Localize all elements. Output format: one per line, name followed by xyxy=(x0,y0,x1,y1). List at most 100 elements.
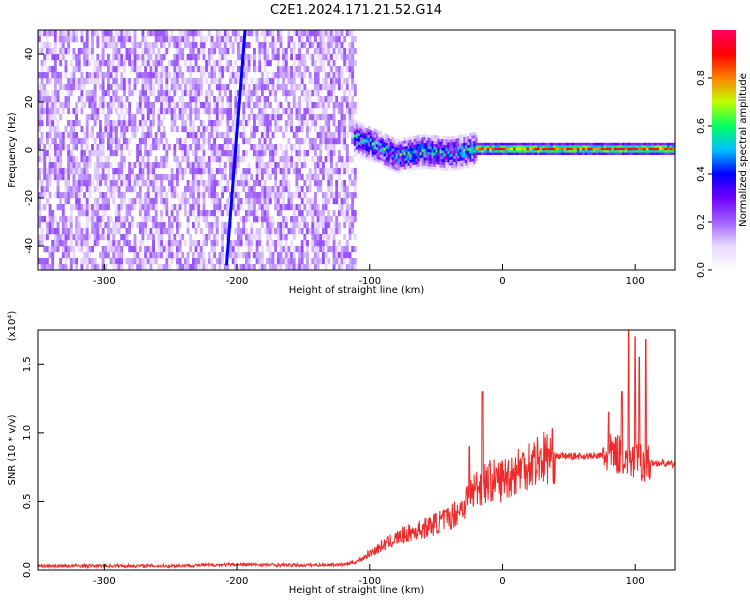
heatmap-cell xyxy=(263,36,267,43)
heatmap-cell xyxy=(327,96,331,103)
heatmap-cell xyxy=(539,150,543,153)
heatmap-cell xyxy=(101,60,105,67)
heatmap-cell xyxy=(311,114,315,121)
heatmap-cell xyxy=(120,156,124,163)
heatmap-cell xyxy=(461,166,464,170)
heatmap-cell xyxy=(433,163,436,167)
heatmap-cell xyxy=(51,240,55,247)
heatmap-cell xyxy=(332,210,336,217)
heatmap-cell xyxy=(427,137,430,141)
heatmap-cell xyxy=(101,174,105,181)
heatmap-cell xyxy=(419,143,422,147)
heatmap-cell xyxy=(263,54,267,61)
heatmap-cell xyxy=(250,132,254,139)
heatmap-cell xyxy=(282,216,286,223)
heatmap-cell xyxy=(632,142,636,146)
heatmap-cell xyxy=(455,149,458,153)
heatmap-cell xyxy=(340,138,344,145)
heatmap-cell xyxy=(385,157,388,161)
heatmap-cell xyxy=(152,168,155,175)
heatmap-cell xyxy=(397,164,400,168)
heatmap-cell xyxy=(64,246,68,253)
heatmap-cell xyxy=(321,192,325,199)
heatmap-cell xyxy=(429,160,432,164)
heatmap-cell xyxy=(385,139,388,143)
heatmap-cell xyxy=(154,96,158,103)
heatmap-cell xyxy=(117,84,121,91)
heatmap-cell xyxy=(231,126,235,133)
heatmap-cell xyxy=(245,264,248,271)
heatmap-cell xyxy=(345,102,349,109)
heatmap-cell xyxy=(645,150,649,153)
heatmap-cell xyxy=(298,246,301,253)
heatmap-cell xyxy=(112,48,116,55)
heatmap-cell xyxy=(205,90,209,97)
heatmap-cell xyxy=(183,192,187,199)
heatmap-cell xyxy=(157,90,161,97)
heatmap-cell xyxy=(202,126,206,133)
heatmap-cell xyxy=(391,162,394,166)
heatmap-cell xyxy=(353,90,357,97)
heatmap-cell xyxy=(560,142,564,146)
heatmap-cell xyxy=(114,120,118,127)
heatmap-cell xyxy=(85,228,89,235)
heatmap-cell xyxy=(483,145,487,148)
heatmap-cell xyxy=(247,66,251,73)
heatmap-cell xyxy=(653,150,657,153)
heatmap-cell xyxy=(290,48,293,55)
heatmap-cell xyxy=(125,216,129,223)
heatmap-cell xyxy=(51,120,55,127)
heatmap-cell xyxy=(308,168,312,175)
heatmap-cell xyxy=(99,222,102,229)
heatmap-cell xyxy=(45,48,49,55)
heatmap-cell xyxy=(88,132,92,139)
heatmap-cell xyxy=(255,126,259,133)
heatmap-cell xyxy=(375,146,378,151)
heatmap-cell xyxy=(202,234,206,241)
heatmap-cell xyxy=(332,222,336,229)
heatmap-cell xyxy=(287,192,291,199)
heatmap-cell xyxy=(215,30,219,37)
heatmap-cell xyxy=(353,145,357,149)
heatmap-cell xyxy=(128,90,132,97)
heatmap-cell xyxy=(385,145,388,149)
heatmap-cell xyxy=(207,72,211,79)
heatmap-cell xyxy=(247,264,251,271)
heatmap-cell xyxy=(584,145,588,148)
heatmap-cell xyxy=(353,122,357,126)
heatmap-cell xyxy=(411,159,414,163)
heatmap-cell xyxy=(88,114,92,121)
heatmap-cell xyxy=(276,72,280,79)
heatmap-cell xyxy=(651,142,654,146)
heatmap-cell xyxy=(48,156,52,163)
heatmap-cell xyxy=(189,126,193,133)
heatmap-cell xyxy=(255,78,259,85)
heatmap-cell xyxy=(91,78,94,85)
heatmap-cell xyxy=(337,84,341,91)
heatmap-cell xyxy=(183,204,187,211)
heatmap-cell xyxy=(223,132,227,139)
heatmap-cell xyxy=(271,48,275,55)
heatmap-cell xyxy=(178,48,182,55)
heatmap-cell xyxy=(461,160,464,164)
heatmap-cell xyxy=(223,138,227,145)
heatmap-cell xyxy=(96,186,100,193)
heatmap-cell xyxy=(268,60,272,67)
heatmap-cell xyxy=(306,228,309,235)
heatmap-cell xyxy=(40,60,44,67)
heatmap-cell xyxy=(91,180,94,187)
heatmap-cell xyxy=(311,108,315,115)
heatmap-cell xyxy=(157,162,161,169)
heatmap-cell xyxy=(260,216,264,223)
heatmap-cell xyxy=(77,234,81,241)
heatmap-cell xyxy=(43,54,47,61)
heatmap-cell xyxy=(423,148,426,152)
heatmap-cell xyxy=(207,168,211,175)
heatmap-cell xyxy=(308,114,312,121)
heatmap-cell xyxy=(550,142,554,146)
heatmap-cell xyxy=(245,174,248,181)
heatmap-cell xyxy=(255,90,259,97)
heatmap-cell xyxy=(133,114,137,121)
heatmap-cell xyxy=(229,174,232,181)
heatmap-cell xyxy=(197,144,201,151)
